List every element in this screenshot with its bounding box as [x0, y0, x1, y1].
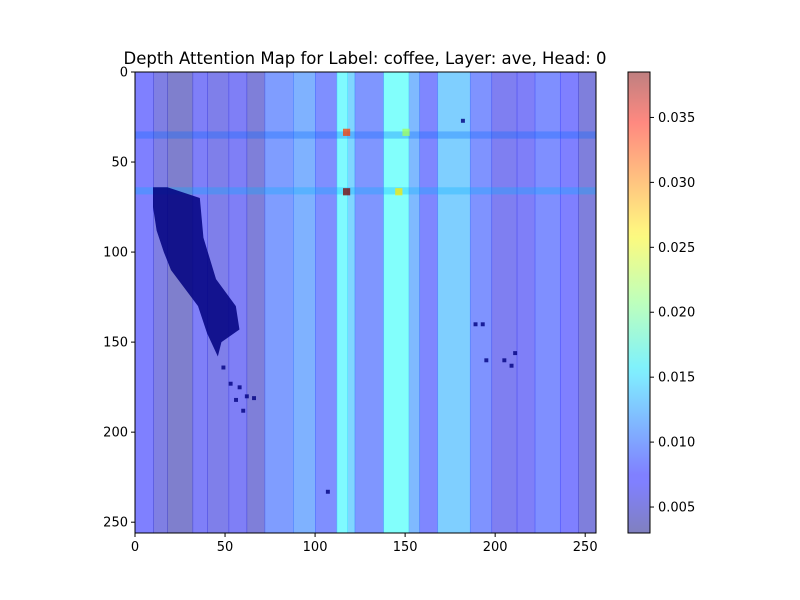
- y-axis: 0 50 100 150 200 250: [103, 66, 135, 531]
- heatmap-low-speck: [252, 396, 257, 401]
- heatmap-column-band: [246, 72, 266, 533]
- heatmap-column-band: [293, 72, 316, 533]
- heatmap-low-speck: [480, 322, 485, 327]
- heatmap-hot-spot: [395, 188, 403, 196]
- y-tick-label: 50: [111, 156, 128, 171]
- heatmap-low-speck: [513, 351, 518, 356]
- y-tick-label: 0: [120, 66, 128, 81]
- colorbar: [628, 72, 650, 533]
- colorbar-frame: [627, 71, 651, 534]
- heatmap-column-band: [469, 72, 493, 533]
- colorbar-tick-label: 0.015: [658, 371, 695, 386]
- heatmap-hot-spot: [342, 188, 351, 196]
- heatmap-column-band: [559, 72, 579, 533]
- heatmap-column-band: [408, 72, 421, 533]
- heatmap-row-band: [135, 187, 596, 195]
- heatmap-column-band: [354, 72, 385, 533]
- colorbar-tick-label: 0.005: [658, 501, 695, 516]
- heatmap-column-band: [516, 72, 536, 533]
- x-tick-label: 50: [217, 540, 234, 555]
- heatmap-low-speck: [325, 489, 330, 494]
- heatmap-low-speck: [502, 358, 507, 363]
- x-tick-label: 0: [131, 540, 139, 555]
- colorbar-tick-label: 0.020: [658, 306, 695, 321]
- x-axis: 0 50 100 150 200 250: [131, 533, 598, 555]
- heatmap-hot-spot: [402, 128, 410, 136]
- heatmap-low-speck: [460, 118, 465, 123]
- heatmap-low-speck: [244, 394, 249, 399]
- heatmap-column-band: [336, 72, 348, 533]
- heatmap-column-band: [167, 72, 194, 533]
- heatmap-low-speck: [484, 358, 489, 363]
- y-tick-label: 250: [103, 516, 128, 531]
- heatmap-low-speck: [221, 365, 226, 370]
- heatmap-column-band: [264, 72, 294, 533]
- colorbar-tick-label: 0.030: [658, 176, 695, 191]
- colorbar-tick-label: 0.035: [658, 111, 695, 126]
- heatmap-low-speck: [509, 363, 514, 368]
- heatmap-column-band: [153, 72, 168, 533]
- y-tick-label: 200: [103, 426, 128, 441]
- heatmap-low-speck: [241, 408, 246, 413]
- heatmap-low-speck: [237, 385, 242, 390]
- heatmap-column-band: [491, 72, 518, 533]
- heatmap-column-band: [437, 72, 471, 533]
- heatmap-low-speck: [234, 397, 239, 402]
- x-tick-label: 250: [573, 540, 598, 555]
- heatmap-column-band: [577, 72, 596, 533]
- heatmap-hot-spot: [342, 128, 351, 136]
- x-tick-label: 100: [303, 540, 328, 555]
- heatmap-column-band: [419, 72, 439, 533]
- heatmap-column-band: [135, 72, 154, 533]
- heatmap-column-band: [534, 72, 561, 533]
- chart-title: Depth Attention Map for Label: coffee, L…: [123, 49, 606, 68]
- heatmap-column-band: [228, 72, 248, 533]
- heatmap-low-speck: [228, 381, 233, 386]
- heatmap-low-region: [153, 187, 240, 357]
- y-tick-label: 150: [103, 336, 128, 351]
- heatmap-column-band: [315, 72, 338, 533]
- colorbar-tick-label: 0.010: [658, 436, 695, 451]
- plot-frame: [134, 71, 597, 534]
- heatmap-low-speck: [473, 322, 478, 327]
- y-tick-label: 100: [103, 246, 128, 261]
- heatmap-area: [135, 72, 596, 533]
- heatmap-column-band: [383, 72, 410, 533]
- x-tick-label: 200: [483, 540, 508, 555]
- x-tick-label: 150: [393, 540, 418, 555]
- colorbar-axis: 0.005 0.010 0.015 0.020 0.025 0.030 0.035: [650, 111, 695, 516]
- colorbar-tick-label: 0.025: [658, 241, 695, 256]
- heatmap-row-band: [135, 131, 596, 139]
- heatmap-column-band: [347, 72, 356, 533]
